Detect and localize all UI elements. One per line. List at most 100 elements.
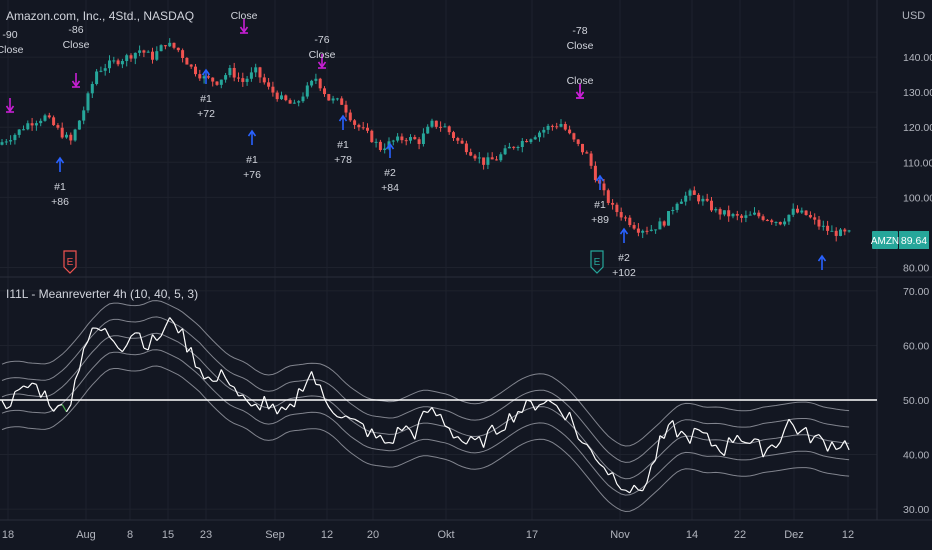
band-line [1, 349, 850, 496]
earnings-label: E [67, 257, 74, 268]
oscillator-segment [680, 430, 687, 436]
oscillator-segment [186, 346, 192, 353]
candle-body [280, 95, 283, 100]
candle-body [361, 127, 365, 129]
candle-body [258, 67, 262, 78]
candle-body [817, 219, 821, 227]
currency-label: USD [902, 10, 925, 22]
candle-body [151, 51, 154, 60]
candle-body [65, 134, 68, 138]
oscillator-segment [87, 327, 93, 342]
candle-body [133, 52, 137, 59]
candle-body [103, 68, 107, 71]
candle-body [834, 230, 838, 236]
oscillator-segment [521, 399, 528, 413]
candle-body [718, 209, 722, 215]
oscillator-segment [465, 436, 472, 445]
oscillator-segment [109, 336, 115, 342]
time-axis[interactable]: 18 Aug 8 15 23 Sep 12 20 Okt 17 Nov 14 22 Dez 12 [2, 529, 854, 541]
candle-body [516, 146, 520, 148]
close-signal: -78 Close [567, 25, 594, 99]
candle-body [649, 229, 653, 231]
oscillator-axis[interactable]: 70.00 60.00 50.00 40.00 30.00 [903, 286, 929, 516]
oscillator-segment [818, 434, 824, 441]
candle-body [684, 195, 688, 202]
candle-body [284, 95, 288, 101]
time-tick-label: 18 [2, 529, 14, 541]
time-tick-label: 20 [367, 529, 379, 541]
candle-body [206, 76, 210, 78]
candle-body [757, 212, 761, 217]
candle-body [692, 190, 696, 195]
signal-label: #1 [337, 139, 349, 151]
candle-body [327, 94, 331, 101]
candle-body [215, 81, 219, 85]
oscillator-segment [732, 434, 738, 444]
candle-body [335, 98, 339, 100]
osc-tick-label: 50.00 [903, 395, 929, 407]
signal-arrowhead-icon [817, 254, 827, 262]
oscillator-segment [392, 427, 399, 444]
oscillator-segment [431, 407, 437, 417]
candle-body [688, 190, 692, 196]
oscillator-segment [401, 425, 407, 432]
oscillator-segment [655, 435, 661, 461]
candle-body [585, 152, 589, 154]
oscillator-segment [698, 429, 704, 434]
oscillator-segment [409, 430, 416, 440]
oscillator-segment [251, 403, 256, 407]
entry-signal: #1+86 [51, 156, 69, 208]
candle-body [112, 60, 116, 62]
signal-arrowhead-icon [71, 80, 81, 88]
oscillator-segment [831, 441, 837, 450]
oscillator-segment [152, 334, 158, 341]
candle-body [391, 140, 395, 142]
candle-body [254, 67, 258, 73]
candle-body [512, 146, 516, 148]
oscillator-segment [543, 399, 549, 404]
candle-body [224, 75, 228, 80]
candle-body [318, 78, 322, 89]
oscillator-segment [229, 384, 235, 388]
candle-body [22, 129, 25, 131]
grid-lines [0, 0, 877, 520]
price-axis[interactable]: 140.00 130.00 120.00 110.00 100.00 80.00 [903, 52, 932, 274]
signal-label: Close [231, 10, 258, 22]
entry-signal: #1+78 [334, 114, 352, 166]
oscillator-segment [414, 420, 420, 440]
candle-body [645, 230, 649, 232]
candle-body [813, 217, 817, 220]
oscillator-segment [801, 426, 807, 431]
earnings-marker[interactable]: E [63, 250, 77, 274]
candle-body [262, 77, 266, 83]
candle-body [632, 225, 636, 229]
candle-body [843, 229, 847, 232]
earnings-flag-icon [63, 250, 77, 274]
signal-label: -90 [2, 29, 17, 41]
oscillator-segment [418, 410, 424, 422]
candle-body [473, 155, 477, 159]
signal-arrowhead-icon [317, 61, 327, 69]
last-price-badge: AMZN 89.64 [871, 231, 929, 249]
oscillator-segment [513, 411, 519, 423]
oscillator-segment [672, 420, 678, 438]
oscillator-segment [160, 326, 166, 337]
signal-label: -86 [68, 24, 83, 36]
candle-body [800, 210, 804, 213]
candle-body [267, 82, 271, 87]
oscillator-segment [337, 416, 342, 419]
candle-body [288, 100, 292, 104]
oscillator-segment [427, 407, 433, 413]
oscillator-segment [608, 472, 613, 476]
oscillator-segment [10, 391, 16, 407]
earnings-marker[interactable]: E [590, 250, 604, 274]
candle-body [765, 219, 769, 221]
oscillator-segment [483, 430, 489, 448]
oscillator-segment [577, 438, 583, 444]
candle-body [679, 201, 683, 204]
time-tick-label: Dez [784, 529, 804, 541]
candle-body [619, 212, 623, 218]
candle-body [787, 214, 791, 222]
oscillator-segment [839, 440, 846, 448]
